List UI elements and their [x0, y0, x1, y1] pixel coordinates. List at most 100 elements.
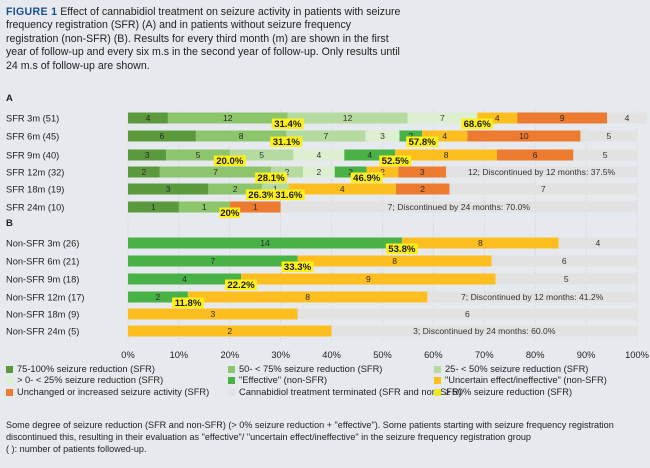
bar-segment-term	[280, 201, 637, 213]
legend-label: "Uncertain effect/ineffective" (non-SFR)	[445, 375, 607, 386]
bar-segment-c0	[293, 149, 345, 161]
bar-segment-c0	[407, 112, 478, 124]
x-tick-label: 70%	[475, 350, 494, 360]
x-tick-label: 0%	[121, 350, 134, 360]
legend-item: 25- < 50% seizure reduction (SFR)	[434, 364, 588, 374]
row-label: SFR 6m (45)	[6, 131, 59, 141]
row-label: Non-SFR 18m (9)	[6, 309, 79, 319]
bar-segment-eff	[399, 130, 423, 142]
bar-segment-unc	[422, 130, 468, 142]
bar-segment-term	[449, 183, 637, 195]
bar-segment-eff	[128, 291, 188, 303]
bar-segment-unch	[398, 166, 447, 178]
legend-label: Cannabidiol treatment terminated (SFR an…	[239, 386, 462, 397]
segment-value-label: 6	[160, 131, 165, 141]
segment-value-label: 1	[202, 202, 207, 212]
highlight-value-label: 53.8%	[388, 244, 416, 255]
bar-segment-eff	[128, 237, 403, 249]
segment-value-label: 12; Discontinued by 12 months: 37.5%	[468, 167, 615, 177]
highlight-value-label: 68.6%	[464, 119, 492, 130]
highlight-box	[172, 297, 205, 308]
row-label: Non-SFR 9m (18)	[6, 274, 79, 284]
legend-item: Unchanged or increased seizure activity …	[6, 387, 209, 397]
bar-segment-unch	[467, 130, 581, 142]
row-label: Non-SFR 24m (5)	[6, 326, 79, 336]
legend-item: "Effective" (non-SFR)	[228, 375, 327, 385]
footnote: Some degree of seizure reduction (SFR an…	[6, 419, 646, 456]
highlight-box	[255, 172, 288, 183]
bar-segment-unch	[395, 183, 450, 195]
bar-segment-term	[297, 308, 637, 320]
footnote-line-2: ( ): number of patients followed-up.	[6, 444, 147, 455]
row-label: SFR 24m (10)	[6, 202, 64, 212]
bar-segment-unc	[366, 166, 399, 178]
segment-value-label: 5	[606, 131, 611, 141]
segment-value-label: 4	[442, 131, 447, 141]
segment-value-label: 8	[444, 150, 449, 160]
legend-item: 75-100% seizure reduction (SFR)	[6, 364, 155, 374]
legend-swatch	[6, 366, 13, 373]
panel-label: B	[6, 218, 13, 229]
legend-item: Cannabidiol treatment terminated (SFR an…	[228, 387, 462, 397]
segment-value-label: 8	[478, 238, 483, 248]
bar-segment-term	[446, 166, 637, 178]
highlight-box	[406, 136, 439, 147]
legend-swatch	[6, 388, 13, 396]
bar-segment-c75	[128, 166, 160, 178]
bar-segment-unch	[229, 201, 281, 213]
segment-value-label: 3	[420, 167, 425, 177]
highlight-value-label: 31.6%	[275, 190, 303, 201]
segment-value-label: 7; Discontinued by 24 months: 70.0%	[388, 202, 531, 212]
bar-segment-c0	[365, 130, 400, 142]
row-label: SFR 18m (19)	[6, 184, 64, 194]
bar-segment-c25	[261, 183, 289, 195]
highlight-box	[224, 279, 257, 290]
segment-value-label: 2	[227, 326, 232, 336]
bar-segment-eff	[334, 166, 367, 178]
segment-value-label: 5	[259, 150, 264, 160]
bar-segment-c75	[128, 130, 196, 142]
segment-value-label: 3	[145, 150, 150, 160]
row-label: Non-SFR 12m (17)	[6, 292, 85, 302]
segment-value-label: 1	[273, 184, 278, 194]
segment-value-label: 4	[146, 113, 151, 123]
x-tick-label: 80%	[526, 350, 545, 360]
segment-value-label: 6	[465, 309, 470, 319]
segment-value-label: 5	[603, 150, 608, 160]
figure-label: FIGURE 1	[6, 6, 58, 18]
panel-label: A	[6, 93, 13, 104]
segment-value-label: 8	[305, 292, 310, 302]
highlight-value-label: 33.3%	[284, 262, 312, 273]
bar-segment-unc	[241, 273, 496, 285]
highlight-box	[385, 243, 418, 254]
segment-value-label: 7	[213, 167, 218, 177]
x-tick-label: 20%	[220, 350, 239, 360]
highlight-value-label: 52.5%	[382, 156, 410, 167]
segment-value-label: 3	[210, 309, 215, 319]
x-tick-label: 30%	[271, 350, 290, 360]
bar-segment-term	[573, 149, 637, 161]
segment-value-label: 7	[324, 131, 329, 141]
legend-label: "Effective" (non-SFR)	[239, 375, 328, 386]
segment-value-label: 2	[408, 131, 413, 141]
legend-item: ≥ 50% seizure reduction (SFR)	[434, 387, 572, 397]
segment-value-label: 14	[260, 238, 270, 248]
row-label: SFR 9m (40)	[6, 150, 59, 160]
legend-swatch	[228, 366, 235, 373]
bar-segment-c75	[128, 201, 179, 213]
row-label: Non-SFR 6m (21)	[6, 256, 79, 266]
figure-caption-text: Effect of cannabidiol treatment on seizu…	[6, 6, 401, 72]
segment-value-label: 2	[142, 167, 147, 177]
segment-value-label: 6	[562, 256, 567, 266]
segment-value-label: 1	[151, 202, 156, 212]
highlight-box	[271, 118, 304, 129]
segment-value-label: 2	[233, 184, 238, 194]
bar-segment-c50	[166, 149, 230, 161]
bar-segment-term	[495, 273, 637, 285]
bar-segment-c50	[208, 183, 262, 195]
segment-value-label: 5	[196, 150, 201, 160]
segment-value-label: 4	[182, 274, 187, 284]
highlight-value-label: 11.8%	[175, 298, 202, 309]
bar-segment-c50	[195, 130, 287, 142]
